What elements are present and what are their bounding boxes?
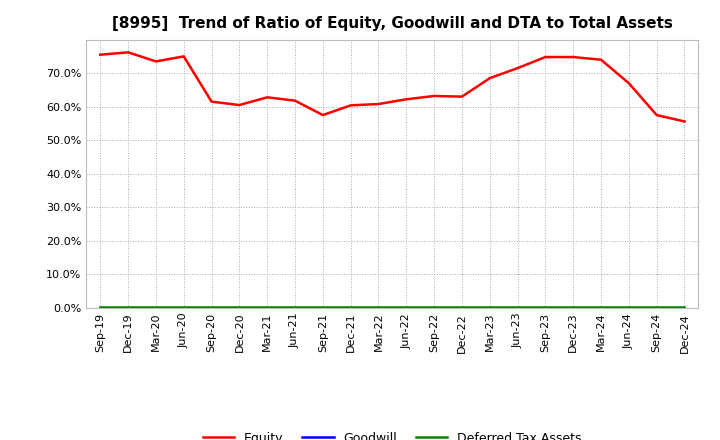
Equity: [318, 113, 327, 118]
Goodwill: [96, 305, 104, 311]
Equity: [513, 66, 522, 71]
Deferred Tax Assets: [402, 304, 410, 310]
Goodwill: [597, 305, 606, 311]
Deferred Tax Assets: [652, 304, 661, 310]
Goodwill: [263, 305, 271, 311]
Deferred Tax Assets: [152, 304, 161, 310]
Equity: [485, 76, 494, 81]
Goodwill: [374, 305, 383, 311]
Deferred Tax Assets: [235, 304, 243, 310]
Equity: [652, 113, 661, 118]
Legend: Equity, Goodwill, Deferred Tax Assets: Equity, Goodwill, Deferred Tax Assets: [198, 427, 587, 440]
Equity: [346, 103, 355, 108]
Equity: [624, 81, 633, 86]
Equity: [541, 55, 550, 60]
Equity: [179, 54, 188, 59]
Deferred Tax Assets: [179, 304, 188, 310]
Deferred Tax Assets: [624, 304, 633, 310]
Goodwill: [152, 305, 161, 311]
Equity: [263, 95, 271, 100]
Deferred Tax Assets: [680, 304, 689, 310]
Deferred Tax Assets: [374, 304, 383, 310]
Equity: [402, 97, 410, 102]
Goodwill: [569, 305, 577, 311]
Goodwill: [179, 305, 188, 311]
Goodwill: [291, 305, 300, 311]
Title: [8995]  Trend of Ratio of Equity, Goodwill and DTA to Total Assets: [8995] Trend of Ratio of Equity, Goodwil…: [112, 16, 672, 32]
Goodwill: [207, 305, 216, 311]
Deferred Tax Assets: [485, 304, 494, 310]
Deferred Tax Assets: [597, 304, 606, 310]
Deferred Tax Assets: [291, 304, 300, 310]
Deferred Tax Assets: [96, 304, 104, 310]
Equity: [430, 93, 438, 99]
Deferred Tax Assets: [541, 304, 550, 310]
Goodwill: [541, 305, 550, 311]
Goodwill: [458, 305, 467, 311]
Equity: [152, 59, 161, 64]
Goodwill: [624, 305, 633, 311]
Equity: [235, 103, 243, 108]
Equity: [291, 98, 300, 103]
Deferred Tax Assets: [318, 304, 327, 310]
Goodwill: [652, 305, 661, 311]
Goodwill: [680, 305, 689, 311]
Deferred Tax Assets: [458, 304, 467, 310]
Equity: [124, 50, 132, 55]
Equity: [96, 52, 104, 57]
Goodwill: [124, 305, 132, 311]
Deferred Tax Assets: [569, 304, 577, 310]
Goodwill: [235, 305, 243, 311]
Goodwill: [513, 305, 522, 311]
Equity: [597, 57, 606, 62]
Deferred Tax Assets: [207, 304, 216, 310]
Equity: [207, 99, 216, 104]
Goodwill: [485, 305, 494, 311]
Goodwill: [430, 305, 438, 311]
Deferred Tax Assets: [124, 304, 132, 310]
Equity: [680, 119, 689, 124]
Goodwill: [318, 305, 327, 311]
Equity: [569, 55, 577, 60]
Line: Equity: Equity: [100, 52, 685, 121]
Equity: [374, 101, 383, 106]
Goodwill: [402, 305, 410, 311]
Equity: [458, 94, 467, 99]
Deferred Tax Assets: [513, 304, 522, 310]
Deferred Tax Assets: [430, 304, 438, 310]
Goodwill: [346, 305, 355, 311]
Deferred Tax Assets: [263, 304, 271, 310]
Deferred Tax Assets: [346, 304, 355, 310]
